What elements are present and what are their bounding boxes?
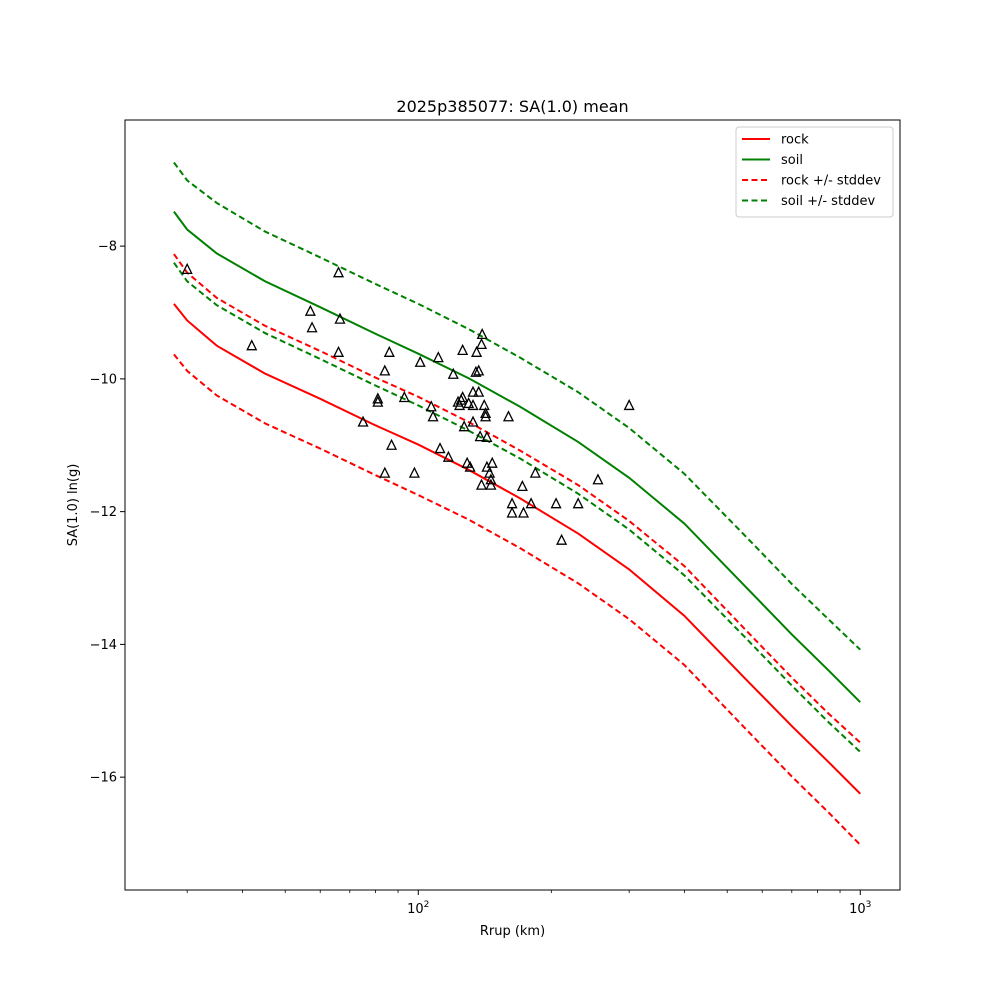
observation-point-2	[304, 304, 316, 316]
observation-point-56	[517, 506, 530, 518]
observation-point-57	[525, 497, 537, 509]
observation-point-26	[457, 343, 469, 355]
observation-point-63	[623, 398, 635, 411]
observation-point-31	[464, 460, 476, 472]
observation-point-51	[486, 456, 498, 468]
legend-box	[735, 126, 894, 218]
observation-point-41	[475, 337, 488, 350]
observation-point-22	[447, 367, 459, 379]
x-minor-ticks	[186, 890, 841, 893]
series-line-5	[173, 262, 861, 753]
observation-point-37	[473, 364, 485, 376]
observation-point-46	[481, 430, 493, 442]
observation-point-44	[480, 406, 492, 419]
observation-point-21	[442, 450, 454, 462]
x-tick-label-0: 102	[407, 900, 429, 917]
observation-point-6	[332, 345, 345, 357]
observation-point-12	[383, 345, 395, 357]
observation-point-10	[379, 364, 391, 376]
observation-point-19	[432, 351, 444, 363]
plot-area: −8 −10 −12 −14 −16 102 103 rock soil rock +/- std…	[90, 119, 901, 917]
observation-point-8	[372, 392, 384, 404]
observation-point-39	[474, 430, 486, 442]
observation-point-58	[529, 466, 541, 478]
chart-title: 2025p385077: SA(1.0) mean	[396, 97, 628, 116]
series-line-4	[173, 161, 861, 651]
series-line-3	[173, 353, 861, 846]
observation-point-7	[357, 415, 369, 427]
observation-point-5	[334, 312, 346, 324]
observation-point-16	[414, 355, 426, 367]
observation-point-60	[556, 533, 568, 545]
observation-point-3	[306, 321, 318, 333]
y-tick-label-3: −14	[90, 638, 117, 653]
observation-point-9	[372, 395, 384, 407]
observation-point-17	[425, 400, 437, 412]
observation-point-1	[246, 339, 258, 351]
series-group	[173, 161, 861, 846]
observation-point-42	[476, 327, 488, 340]
axes-frame	[124, 119, 901, 891]
observation-point-35	[470, 365, 482, 377]
observation-point-20	[434, 442, 446, 454]
observation-point-24	[454, 398, 466, 411]
legend-label-0: rock	[781, 133, 809, 148]
x-axis-title: Rrup (km)	[480, 924, 545, 939]
observation-point-55	[516, 479, 528, 492]
y-ticks: −8 −10 −12 −14 −16	[90, 240, 125, 786]
observation-point-15	[408, 466, 420, 478]
series-line-1	[173, 211, 861, 703]
legend-label-2: rock +/- stddev	[781, 174, 881, 189]
y-tick-label-1: −10	[90, 372, 117, 387]
observation-point-32	[467, 385, 479, 397]
observation-point-27	[457, 391, 469, 403]
observation-point-61	[572, 497, 584, 509]
observations-group	[181, 262, 635, 545]
observation-point-13	[385, 438, 398, 450]
x-tick-label-1: 103	[849, 900, 871, 917]
observation-point-18	[427, 410, 439, 422]
legend-label-1: soil	[781, 153, 803, 168]
observation-point-30	[463, 396, 475, 409]
y-tick-label-2: −12	[90, 505, 117, 520]
observation-point-43	[478, 398, 490, 411]
observation-point-40	[475, 478, 488, 490]
legend: rock soil rock +/- stddev soil +/- stddev	[735, 126, 894, 218]
y-tick-label-0: −8	[98, 240, 117, 255]
observation-point-52	[502, 410, 515, 422]
series-line-2	[173, 253, 861, 744]
observation-point-45	[480, 410, 492, 422]
observation-point-62	[592, 473, 604, 485]
observation-point-14	[398, 391, 410, 403]
y-axis-title: SA(1.0) ln(g)	[66, 464, 81, 547]
x-ticks: 102 103	[407, 890, 871, 917]
observation-point-54	[506, 506, 518, 518]
observation-point-36	[471, 345, 483, 357]
observation-point-28	[458, 420, 470, 432]
y-tick-label-4: −16	[90, 771, 117, 786]
observation-point-38	[473, 385, 485, 397]
observation-point-49	[485, 473, 497, 485]
legend-label-3: soil +/- stddev	[781, 194, 876, 209]
observation-point-4	[332, 266, 345, 278]
observation-point-33	[467, 398, 479, 411]
observation-point-34	[467, 415, 479, 427]
observation-point-50	[485, 478, 497, 490]
observation-point-0	[181, 262, 193, 275]
observation-point-11	[379, 466, 391, 478]
observation-point-59	[550, 497, 562, 509]
